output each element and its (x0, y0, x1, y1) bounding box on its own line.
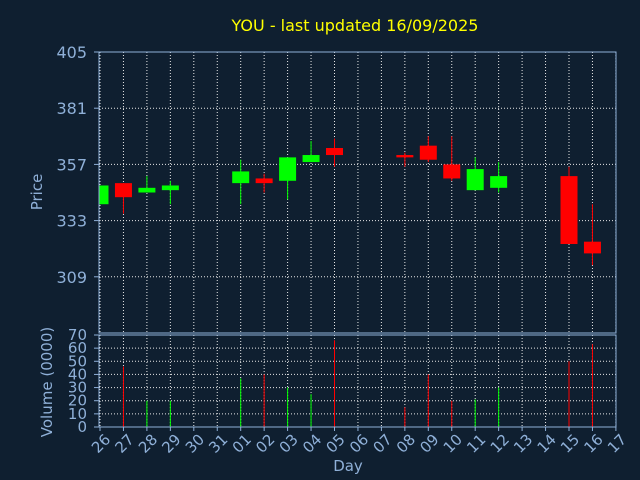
day-tick-label: 07 (369, 431, 395, 457)
day-tick-label: 01 (229, 431, 255, 457)
candle-body (443, 164, 461, 179)
candle-body (466, 169, 484, 191)
day-tick-label: 28 (135, 431, 161, 457)
price-tick-label: 357 (56, 155, 87, 174)
day-tick-label: 03 (276, 431, 302, 457)
price-tick-label: 333 (56, 212, 87, 231)
candle-body (396, 155, 414, 158)
volume-bars (122, 340, 593, 427)
volume-tick-label: 60 (68, 339, 87, 357)
volume-tick-label: 10 (68, 405, 87, 423)
day-tick-label: 11 (463, 431, 489, 457)
price-tick-label: 309 (56, 268, 87, 287)
day-axis-ticks: 2627282930310102030405060708091011121314… (88, 427, 630, 457)
price-candles (99, 136, 601, 266)
day-tick-label: 08 (393, 431, 419, 457)
chart-title: YOU - last updated 16/09/2025 (231, 16, 479, 35)
day-tick-label: 05 (323, 431, 349, 457)
day-tick-label: 02 (252, 431, 278, 457)
day-tick-label: 17 (604, 431, 630, 457)
day-tick-label: 10 (440, 431, 466, 457)
volume-tick-label: 50 (68, 352, 87, 370)
volume-tick-label: 40 (68, 365, 87, 383)
day-tick-label: 31 (205, 431, 231, 457)
price-tick-label: 381 (56, 99, 87, 118)
candle-body (419, 145, 437, 160)
day-tick-label: 27 (111, 431, 137, 457)
candle-body (114, 183, 132, 198)
price-axis-ticks: 309 333 357 381 405 (56, 43, 99, 287)
candle-body (161, 185, 179, 191)
day-tick-label: 29 (158, 431, 184, 457)
volume-tick-label: 30 (68, 379, 87, 397)
candle-body (255, 178, 273, 184)
day-tick-label: 15 (557, 431, 583, 457)
day-tick-label: 12 (487, 431, 513, 457)
candle-body (232, 171, 250, 184)
price-axis-label: Price (28, 174, 46, 211)
day-axis-label: Day (333, 457, 363, 475)
day-tick-label: 04 (299, 431, 325, 457)
price-grid (99, 51, 617, 333)
candle-body (100, 185, 109, 205)
volume-tick-label: 70 (68, 326, 87, 344)
day-tick-label: 26 (88, 431, 114, 457)
candle-body (302, 155, 320, 163)
day-tick-label: 30 (182, 431, 208, 457)
day-tick-label: 06 (346, 431, 372, 457)
price-panel-frame (98, 51, 617, 334)
day-tick-label: 16 (580, 431, 606, 457)
volume-grid (99, 334, 617, 428)
volume-tick-label: 20 (68, 392, 87, 410)
day-tick-label: 14 (534, 431, 560, 457)
candle-body (138, 187, 156, 193)
candle-body (326, 148, 343, 156)
candle-body (583, 241, 601, 254)
price-tick-label: 405 (56, 43, 87, 62)
volume-tick-label: 0 (77, 418, 87, 436)
candle-body (490, 176, 508, 188)
volume-axis-label: Volume (0000) (38, 327, 56, 437)
day-tick-label: 09 (416, 431, 442, 457)
candle-body (560, 176, 578, 245)
candle-body (279, 157, 297, 181)
day-tick-label: 13 (510, 431, 536, 457)
